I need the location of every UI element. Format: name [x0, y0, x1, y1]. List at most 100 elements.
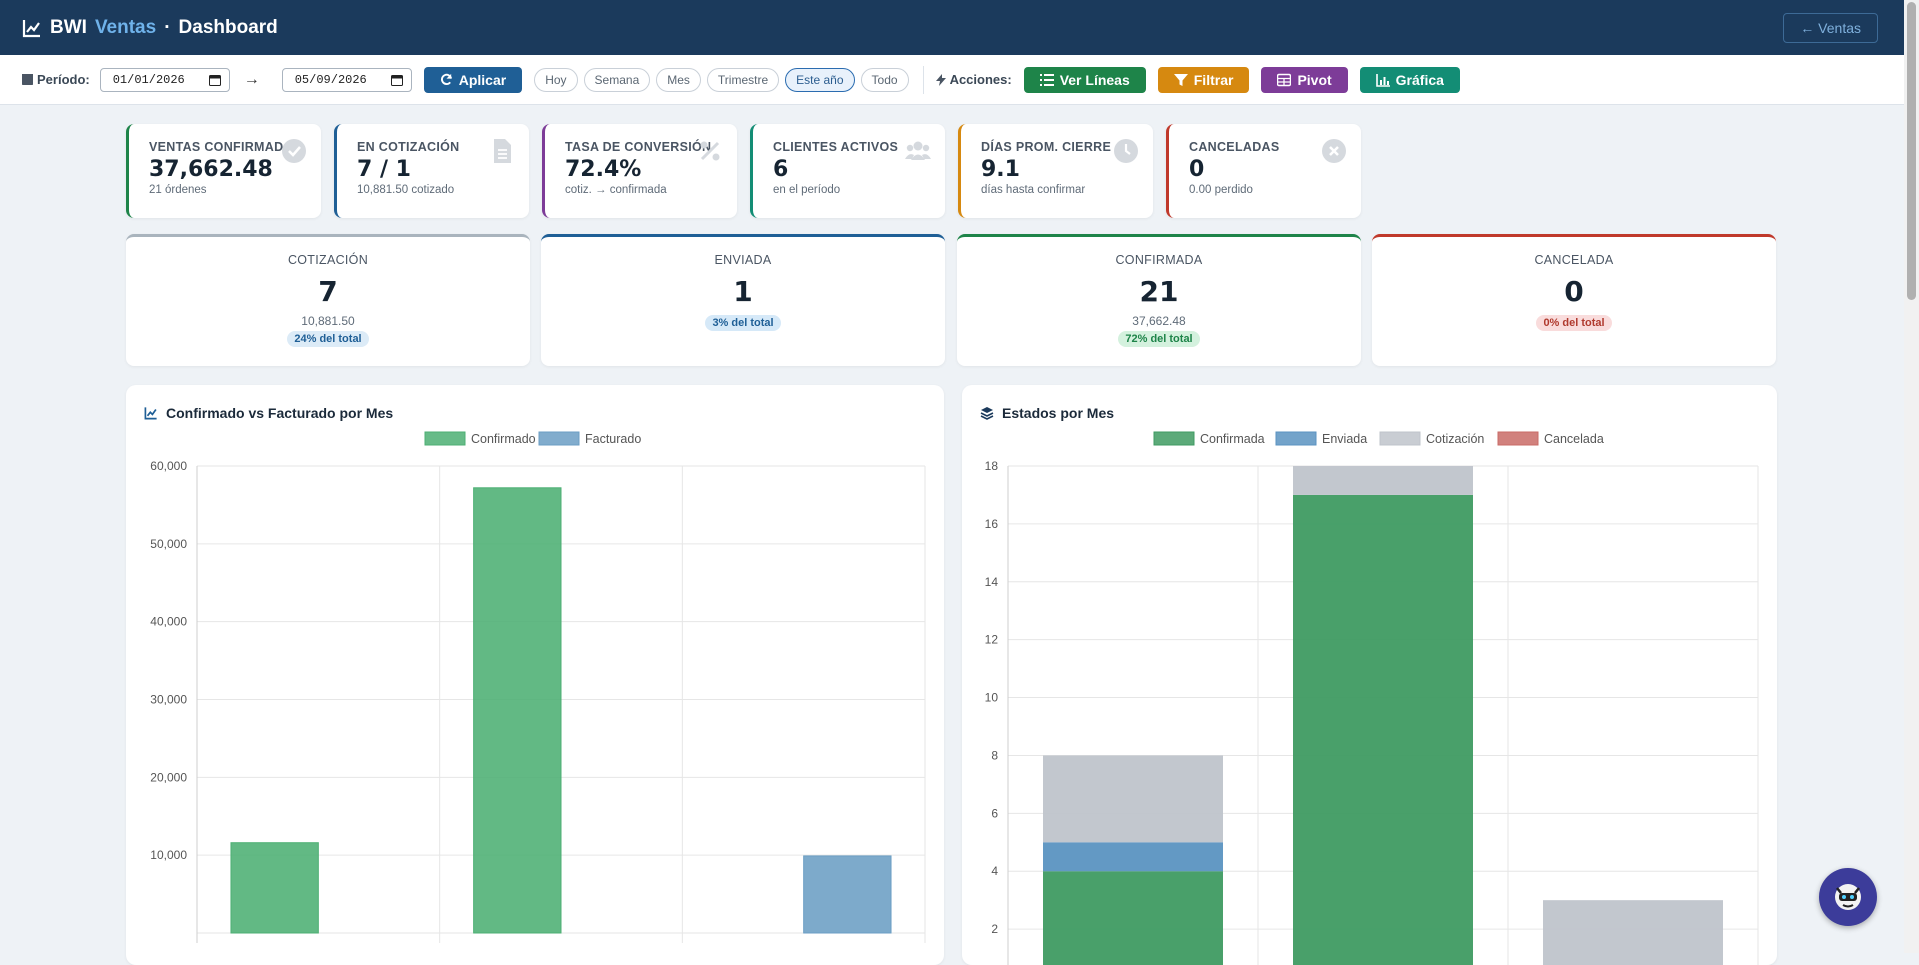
- kpi-subtext: 0.00 perdido: [1189, 184, 1253, 196]
- action-button-table[interactable]: Pivot: [1261, 66, 1348, 93]
- panel-title: Estados por Mes: [980, 405, 1114, 421]
- kpi-label: VENTAS CONFIRMADAS: [149, 140, 302, 154]
- kpi-label: EN COTIZACIÓN: [357, 140, 460, 154]
- stacked-bar-chart: Confirmada Enviada Cotización Cancelada 18 16…: [985, 431, 1759, 965]
- legend-label[interactable]: Facturado: [585, 432, 641, 446]
- kpi-subtext: en el período: [773, 184, 841, 196]
- y-tick-label: 14: [985, 575, 999, 589]
- range-pill[interactable]: Mes: [656, 67, 701, 92]
- stacked-bar-segment[interactable]: [1043, 871, 1223, 965]
- kpi-card: CLIENTES ACTIVOS 6 en el período: [750, 124, 945, 218]
- status-badge: 24% del total: [287, 331, 369, 347]
- y-tick-label: 10,000: [150, 848, 187, 862]
- y-tick-label: 4: [991, 864, 998, 878]
- date-from-input[interactable]: 01/01/2026: [99, 67, 230, 92]
- range-pill[interactable]: Todo: [860, 67, 909, 92]
- bar-chart: Confirmado Facturado 60,000 50,000 40,000 30,…: [150, 431, 926, 943]
- kpi-label: TASA DE CONVERSIÓN: [565, 140, 712, 154]
- filter-icon: [1173, 73, 1188, 86]
- bolt-icon: [935, 73, 946, 86]
- table-icon: [1277, 73, 1292, 86]
- kpi-card: DÍAS PROM. CIERRE 9.1 días hasta confirmar: [958, 124, 1153, 218]
- chart-title: Estados por Mes: [1002, 405, 1115, 421]
- stacked-bar-segment[interactable]: [1293, 466, 1473, 495]
- range-pill[interactable]: Este año: [785, 67, 855, 92]
- stacked-bar-segment[interactable]: [1043, 842, 1223, 872]
- kpi-value: 6: [773, 157, 789, 182]
- y-tick-label: 40,000: [150, 615, 187, 629]
- panel-title: Confirmado vs Facturado por Mes: [144, 405, 393, 421]
- status-label: CONFIRMADA: [1115, 253, 1203, 267]
- calendar-picker-icon[interactable]: [390, 74, 403, 86]
- legend-label[interactable]: Confirmada: [1200, 432, 1265, 446]
- range-pills: Hoy Semana Mes Trimestre Este año Todo: [528, 67, 909, 92]
- page-title: Dashboard: [178, 16, 278, 38]
- status-count: 7: [318, 275, 338, 308]
- chart-legend: Confirmado Facturado: [424, 431, 641, 446]
- y-tick-label: 8: [991, 748, 998, 762]
- status-badge: 3% del total: [705, 315, 781, 331]
- action-label: Filtrar: [1193, 71, 1234, 88]
- status-card: ENVIADA 1 3% del total: [541, 234, 945, 366]
- period-label: Período:: [37, 72, 90, 87]
- percent-icon: [700, 141, 720, 161]
- brand-accent: Ventas: [94, 16, 157, 38]
- chart-icon: [1375, 73, 1390, 87]
- statuses-by-month-panel: Estados por Mes Confirmada Enviada Cotizac…: [962, 385, 1777, 965]
- action-label: Pivot: [1297, 71, 1332, 88]
- kpi-card: CANCELADAS 0 0.00 perdido: [1166, 124, 1361, 218]
- stacked-bar-segment[interactable]: [1043, 755, 1223, 843]
- kpi-label: CANCELADAS: [1189, 140, 1280, 154]
- bar[interactable]: [473, 487, 562, 934]
- date-from-value: 01/01/2026: [112, 72, 185, 87]
- bar[interactable]: [230, 842, 319, 934]
- kpi-value: 0: [1189, 157, 1205, 182]
- assistant-bot-button[interactable]: [1819, 868, 1877, 926]
- back-to-ventas-button[interactable]: ← Ventas: [1783, 13, 1878, 43]
- legend-label[interactable]: Cotización: [1426, 432, 1484, 446]
- clock-icon: [1114, 139, 1138, 163]
- date-to-value: 05/09/2026: [294, 72, 367, 87]
- actions-label-group: Acciones:: [935, 72, 1012, 87]
- action-button-filter[interactable]: Filtrar: [1157, 66, 1250, 93]
- y-tick-label: 20,000: [150, 770, 187, 784]
- status-label: ENVIADA: [714, 253, 772, 267]
- status-count: 0: [1564, 275, 1584, 308]
- action-button-chart[interactable]: Gráfica: [1359, 66, 1460, 93]
- page-scrollbar[interactable]: [1904, 0, 1919, 953]
- y-tick-label: 60,000: [150, 459, 187, 473]
- legend-label[interactable]: Enviada: [1322, 432, 1367, 446]
- y-tick-label: 2: [991, 922, 998, 936]
- kpi-subtext: días hasta confirmar: [981, 184, 1086, 196]
- range-pill[interactable]: Hoy: [534, 67, 578, 92]
- document-icon: [494, 139, 511, 163]
- range-pill[interactable]: Semana: [583, 67, 651, 92]
- actions-label: Acciones:: [949, 72, 1012, 87]
- date-to-input[interactable]: 05/09/2026: [281, 67, 412, 92]
- range-pill[interactable]: Trimestre: [706, 67, 780, 92]
- legend-label[interactable]: Cancelada: [1544, 432, 1604, 446]
- period-label-group: Período:: [22, 72, 90, 87]
- action-label: Ver Líneas: [1059, 71, 1130, 88]
- status-label: COTIZACIÓN: [287, 253, 369, 267]
- kpi-value: 9.1: [981, 157, 1020, 182]
- stacked-bar-segment[interactable]: [1293, 494, 1473, 965]
- legend-swatch: [1153, 431, 1195, 446]
- y-tick-label: 18: [985, 459, 999, 473]
- stacked-bar-segment[interactable]: [1543, 900, 1723, 965]
- legend-swatch: [538, 431, 580, 446]
- status-card: CANCELADA 0 0% del total: [1372, 234, 1776, 366]
- status-count: 21: [1139, 275, 1179, 308]
- y-tick-label: 50,000: [150, 537, 187, 551]
- calendar-picker-icon[interactable]: [208, 74, 221, 86]
- legend-label[interactable]: Confirmado: [471, 432, 536, 446]
- action-buttons: Ver Líneas Filtrar Pivot Gráfica: [1012, 66, 1460, 93]
- list-icon: [1039, 73, 1054, 86]
- action-label: Gráfica: [1395, 71, 1444, 88]
- scrollbar-thumb[interactable]: [1907, 2, 1916, 300]
- action-button-list[interactable]: Ver Líneas: [1023, 66, 1146, 93]
- apply-button[interactable]: Aplicar: [423, 66, 523, 93]
- bar[interactable]: [803, 855, 892, 934]
- status-label: CANCELADA: [1534, 253, 1614, 267]
- kpi-subtext: cotiz. → confirmada: [565, 184, 667, 196]
